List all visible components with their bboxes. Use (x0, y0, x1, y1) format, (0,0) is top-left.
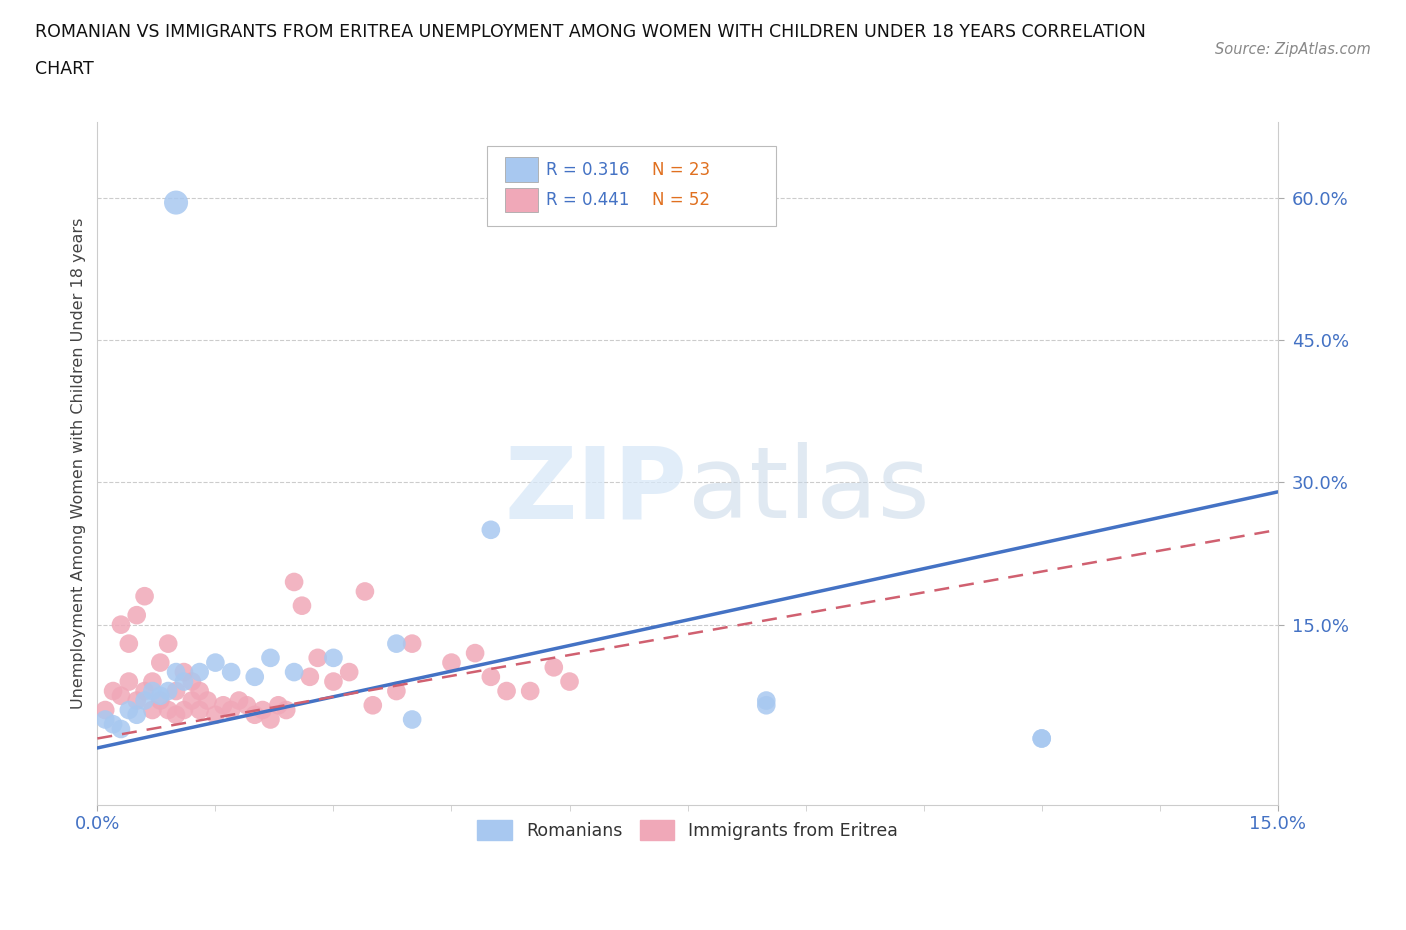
Point (298, 670, 321, 684)
Point (188, 665, 211, 680)
Point (118, 636, 141, 651)
Text: R = 0.441: R = 0.441 (546, 191, 630, 209)
Point (219, 665, 242, 680)
Point (180, 693, 202, 708)
Point (354, 584, 377, 599)
FancyBboxPatch shape (486, 146, 776, 226)
Point (188, 684, 211, 698)
Text: CHART: CHART (35, 60, 94, 78)
Point (101, 684, 124, 698)
Point (401, 712, 423, 727)
Point (361, 698, 384, 712)
Point (125, 708, 148, 723)
Point (519, 684, 541, 698)
Point (197, 693, 219, 708)
Point (252, 702, 274, 717)
Point (212, 698, 235, 712)
Point (101, 717, 124, 732)
Point (173, 674, 195, 689)
Point (157, 702, 180, 717)
Point (219, 702, 242, 717)
Point (479, 523, 502, 538)
Point (125, 607, 148, 622)
Point (259, 712, 281, 727)
Point (267, 698, 290, 712)
Text: N = 52: N = 52 (652, 191, 710, 209)
Y-axis label: Unemployment Among Women with Children Under 18 years: Unemployment Among Women with Children U… (72, 218, 86, 709)
Point (283, 575, 305, 590)
Point (165, 195, 187, 210)
Point (322, 674, 344, 689)
Point (94, 712, 117, 727)
Point (1031, 731, 1053, 746)
Point (385, 684, 408, 698)
Point (291, 598, 314, 613)
Point (134, 589, 156, 604)
Point (1031, 731, 1053, 746)
Text: ROMANIAN VS IMMIGRANTS FROM ERITREA UNEMPLOYMENT AMONG WOMEN WITH CHILDREN UNDER: ROMANIAN VS IMMIGRANTS FROM ERITREA UNEM… (35, 23, 1146, 41)
Point (385, 636, 408, 651)
Point (165, 684, 187, 698)
Text: R = 0.316: R = 0.316 (546, 161, 630, 179)
Point (243, 708, 266, 723)
Point (204, 708, 226, 723)
Point (259, 650, 281, 665)
Point (204, 655, 226, 670)
Point (110, 618, 132, 632)
Point (243, 670, 266, 684)
Point (558, 674, 581, 689)
Point (755, 693, 778, 708)
Point (464, 645, 486, 660)
Point (276, 702, 298, 717)
Point (134, 684, 156, 698)
Point (94, 702, 117, 717)
Text: ZIP: ZIP (505, 443, 688, 539)
Bar (505, 188, 537, 212)
Text: Source: ZipAtlas.com: Source: ZipAtlas.com (1215, 42, 1371, 57)
Point (401, 636, 423, 651)
Point (157, 684, 180, 698)
Point (440, 655, 463, 670)
Point (125, 693, 148, 708)
Point (173, 702, 195, 717)
Point (307, 650, 329, 665)
Point (165, 665, 187, 680)
Point (543, 660, 565, 675)
Point (322, 650, 344, 665)
Point (134, 693, 156, 708)
Point (495, 684, 517, 698)
Point (755, 698, 778, 712)
Point (157, 636, 180, 651)
Point (479, 670, 502, 684)
Point (141, 684, 163, 698)
Text: atlas: atlas (688, 443, 929, 539)
Point (118, 674, 141, 689)
Point (228, 693, 250, 708)
Point (165, 708, 187, 723)
Point (141, 702, 163, 717)
Point (283, 665, 305, 680)
Point (337, 665, 360, 680)
Text: N = 23: N = 23 (652, 161, 710, 179)
Point (188, 702, 211, 717)
Legend: Romanians, Immigrants from Eritrea: Romanians, Immigrants from Eritrea (470, 814, 905, 847)
Point (141, 674, 163, 689)
Point (149, 688, 172, 703)
Point (173, 665, 195, 680)
Point (149, 693, 172, 708)
Point (110, 688, 132, 703)
Point (118, 702, 141, 717)
Bar (505, 157, 537, 182)
Point (110, 722, 132, 737)
Point (149, 655, 172, 670)
Point (180, 674, 202, 689)
Point (236, 698, 259, 712)
